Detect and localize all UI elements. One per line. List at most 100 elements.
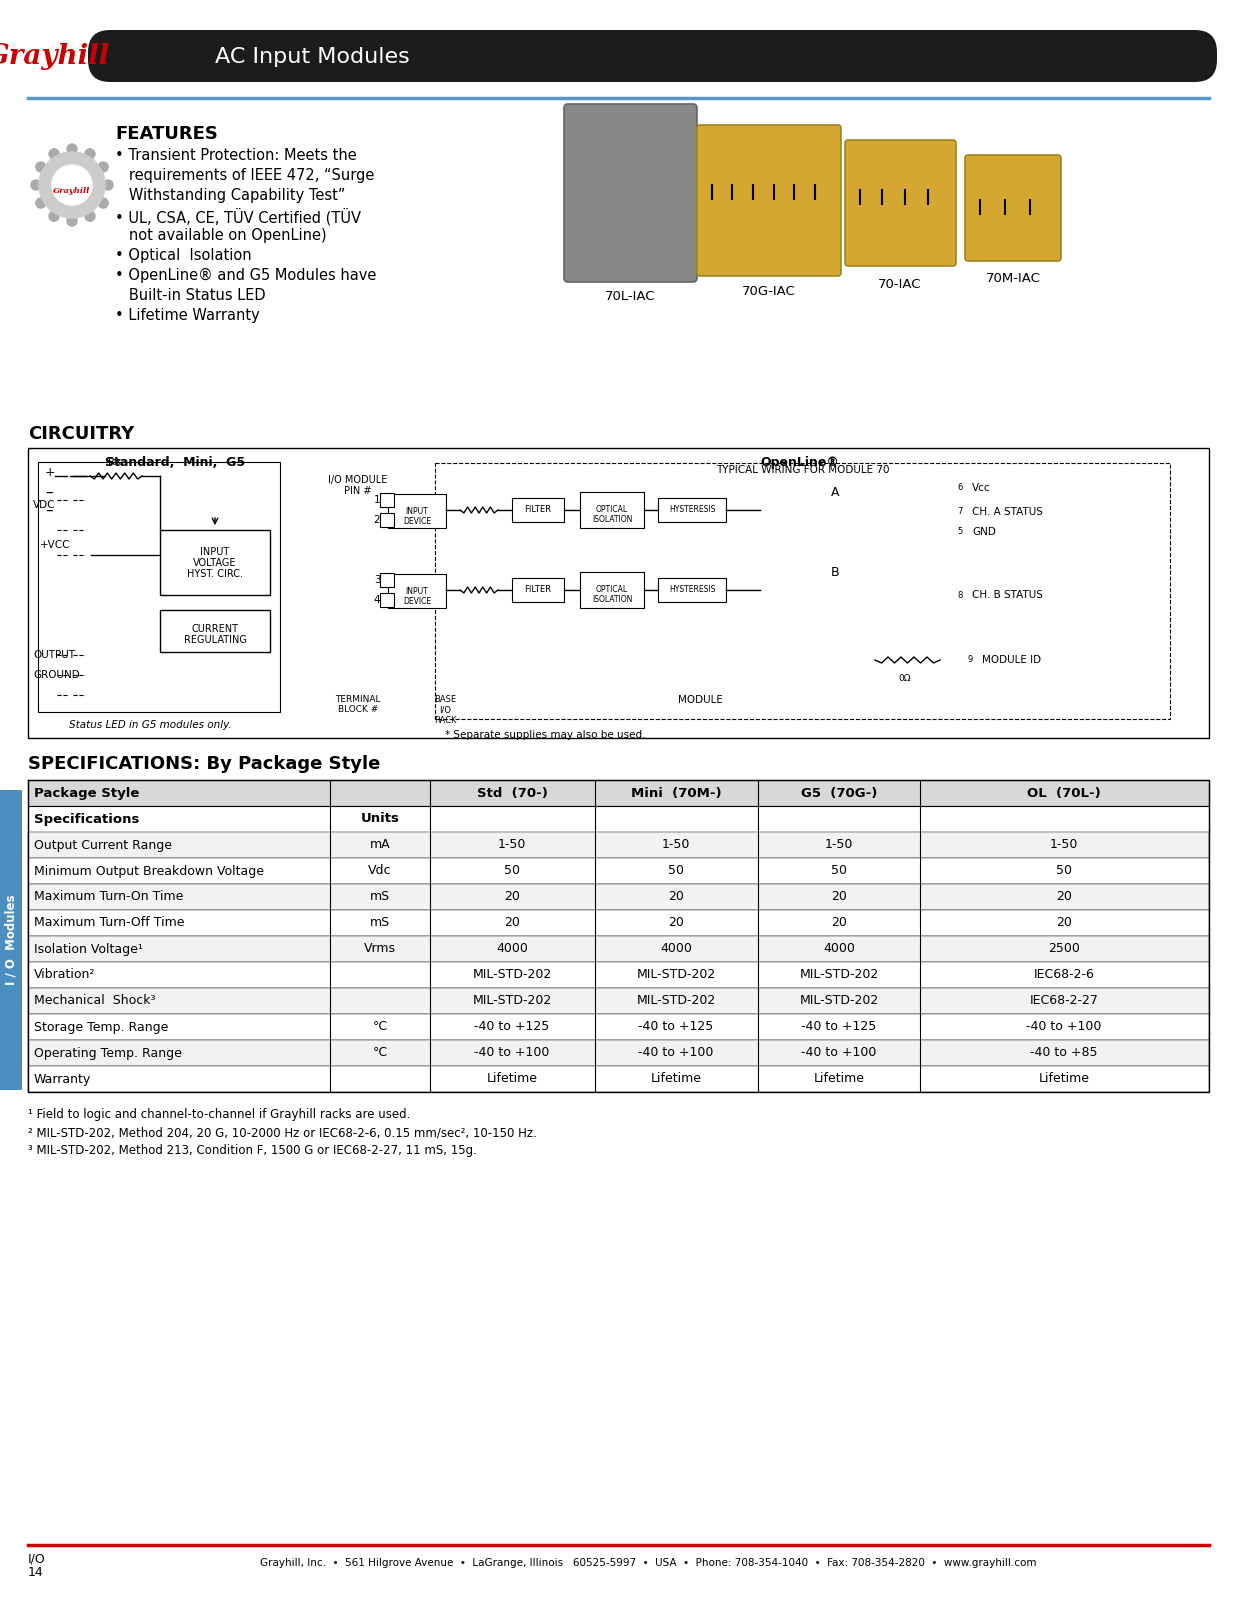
- Text: HYSTERESIS: HYSTERESIS: [669, 506, 715, 515]
- Text: REGULATING: REGULATING: [183, 635, 246, 645]
- Text: Specifications: Specifications: [33, 813, 140, 826]
- Text: AC Input Modules: AC Input Modules: [215, 46, 409, 67]
- Bar: [160, 530, 270, 595]
- Bar: [28, 832, 1209, 858]
- Text: -40 to +100: -40 to +100: [638, 1046, 714, 1059]
- FancyBboxPatch shape: [564, 104, 696, 282]
- Bar: [28, 883, 1209, 910]
- FancyBboxPatch shape: [88, 30, 1217, 82]
- Circle shape: [40, 152, 105, 218]
- Circle shape: [49, 211, 59, 221]
- Text: -40 to +125: -40 to +125: [638, 1021, 714, 1034]
- Bar: [0, 790, 22, 1090]
- Text: 8: 8: [957, 590, 962, 600]
- Text: -40 to +100: -40 to +100: [474, 1046, 549, 1059]
- Text: Lifetime: Lifetime: [486, 1072, 538, 1085]
- Text: IEC68-2-27: IEC68-2-27: [1029, 995, 1098, 1008]
- Text: –: –: [45, 502, 53, 517]
- Text: CH. A STATUS: CH. A STATUS: [972, 507, 1043, 517]
- Text: Maximum Turn-Off Time: Maximum Turn-Off Time: [33, 917, 184, 930]
- Text: mS: mS: [370, 917, 390, 930]
- Bar: [28, 910, 1209, 936]
- Text: MIL-STD-202: MIL-STD-202: [799, 968, 878, 981]
- Circle shape: [85, 211, 95, 221]
- Text: Grayhill, Inc.  •  561 Hilgrove Avenue  •  LaGrange, Illinois   60525-5997  •  U: Grayhill, Inc. • 561 Hilgrove Avenue • L…: [260, 1558, 1037, 1568]
- FancyBboxPatch shape: [696, 125, 841, 275]
- Text: Minimum Output Breakdown Voltage: Minimum Output Breakdown Voltage: [33, 864, 263, 877]
- Text: OPTICAL: OPTICAL: [596, 506, 628, 514]
- Text: CH. B STATUS: CH. B STATUS: [972, 590, 1043, 600]
- Text: 7: 7: [957, 507, 962, 517]
- Text: GROUND: GROUND: [33, 670, 79, 680]
- Text: A: A: [831, 485, 839, 499]
- Text: 4000: 4000: [823, 942, 855, 955]
- Text: • Lifetime Warranty: • Lifetime Warranty: [115, 307, 260, 323]
- Text: Vrms: Vrms: [364, 942, 396, 955]
- Text: ² MIL-STD-202, Method 204, 20 G, 10-2000 Hz or IEC68-2-6, 0.15 mm/sec², 10-150 H: ² MIL-STD-202, Method 204, 20 G, 10-2000…: [28, 1126, 537, 1139]
- Text: 1-50: 1-50: [497, 838, 526, 851]
- Text: ISOLATION: ISOLATION: [591, 595, 632, 603]
- Circle shape: [98, 198, 108, 208]
- Text: mA: mA: [370, 838, 391, 851]
- FancyBboxPatch shape: [380, 573, 395, 587]
- Text: °C: °C: [372, 1046, 387, 1059]
- Text: ¹ Field to logic and channel-to-channel if Grayhill racks are used.: ¹ Field to logic and channel-to-channel …: [28, 1107, 411, 1122]
- Circle shape: [52, 165, 92, 205]
- Circle shape: [103, 179, 113, 190]
- Text: TYPICAL WIRING FOR MODULE 70: TYPICAL WIRING FOR MODULE 70: [716, 466, 889, 475]
- Text: 1-50: 1-50: [825, 838, 854, 851]
- Text: • UL, CSA, CE, TÜV Certified (TÜV: • UL, CSA, CE, TÜV Certified (TÜV: [115, 208, 361, 226]
- Text: I/O MODULE: I/O MODULE: [328, 475, 387, 485]
- Text: 4000: 4000: [496, 942, 528, 955]
- Bar: [28, 781, 1209, 806]
- Text: –: –: [45, 485, 53, 499]
- Text: MIL-STD-202: MIL-STD-202: [799, 995, 878, 1008]
- Text: DEVICE: DEVICE: [403, 517, 430, 526]
- Text: CIRCUITRY: CIRCUITRY: [28, 426, 135, 443]
- Text: PIN #: PIN #: [344, 486, 372, 496]
- Bar: [38, 462, 280, 712]
- Bar: [580, 573, 644, 608]
- Text: INPUT: INPUT: [406, 507, 428, 515]
- Text: MIL-STD-202: MIL-STD-202: [473, 968, 552, 981]
- FancyBboxPatch shape: [845, 141, 956, 266]
- Bar: [388, 494, 447, 528]
- Text: BASE
I/O
RACK: BASE I/O RACK: [434, 694, 456, 725]
- Bar: [580, 493, 644, 528]
- Text: DEVICE: DEVICE: [403, 597, 430, 606]
- Bar: [28, 1066, 1209, 1091]
- Text: 70L-IAC: 70L-IAC: [605, 290, 656, 302]
- FancyBboxPatch shape: [965, 155, 1061, 261]
- Text: MIL-STD-202: MIL-STD-202: [636, 968, 716, 981]
- Text: OPTICAL: OPTICAL: [596, 586, 628, 594]
- Text: OUTPUT: OUTPUT: [33, 650, 75, 659]
- Text: 50: 50: [668, 864, 684, 877]
- Circle shape: [36, 162, 46, 171]
- Text: Mechanical  Shock³: Mechanical Shock³: [33, 995, 156, 1008]
- Text: Vdc: Vdc: [369, 864, 392, 877]
- Bar: [28, 962, 1209, 987]
- Bar: [28, 448, 1209, 738]
- Text: 6: 6: [957, 483, 962, 493]
- Bar: [512, 498, 564, 522]
- Text: -40 to +85: -40 to +85: [1030, 1046, 1097, 1059]
- Bar: [160, 610, 270, 653]
- Text: Vcc: Vcc: [972, 483, 991, 493]
- Text: OpenLine®: OpenLine®: [761, 456, 840, 469]
- Text: 2: 2: [374, 515, 380, 525]
- Text: MODULE ID: MODULE ID: [982, 654, 1042, 666]
- Text: CURRENT: CURRENT: [192, 624, 239, 634]
- Text: ISOLATION: ISOLATION: [591, 515, 632, 525]
- Text: Operating Temp. Range: Operating Temp. Range: [33, 1046, 182, 1059]
- Text: 50: 50: [503, 864, 520, 877]
- Text: Mini  (70M-): Mini (70M-): [631, 787, 721, 800]
- Text: SPECIFICATIONS: By Package Style: SPECIFICATIONS: By Package Style: [28, 755, 380, 773]
- Text: Grayhill: Grayhill: [0, 43, 110, 70]
- Text: 14: 14: [28, 1566, 43, 1579]
- Text: 50: 50: [831, 864, 847, 877]
- Text: FILTER: FILTER: [524, 586, 552, 595]
- Text: Built-in Status LED: Built-in Status LED: [115, 288, 266, 302]
- Text: Isolation Voltage¹: Isolation Voltage¹: [33, 942, 143, 955]
- Text: Withstanding Capability Test”: Withstanding Capability Test”: [115, 187, 345, 203]
- Text: OL  (70L-): OL (70L-): [1027, 787, 1101, 800]
